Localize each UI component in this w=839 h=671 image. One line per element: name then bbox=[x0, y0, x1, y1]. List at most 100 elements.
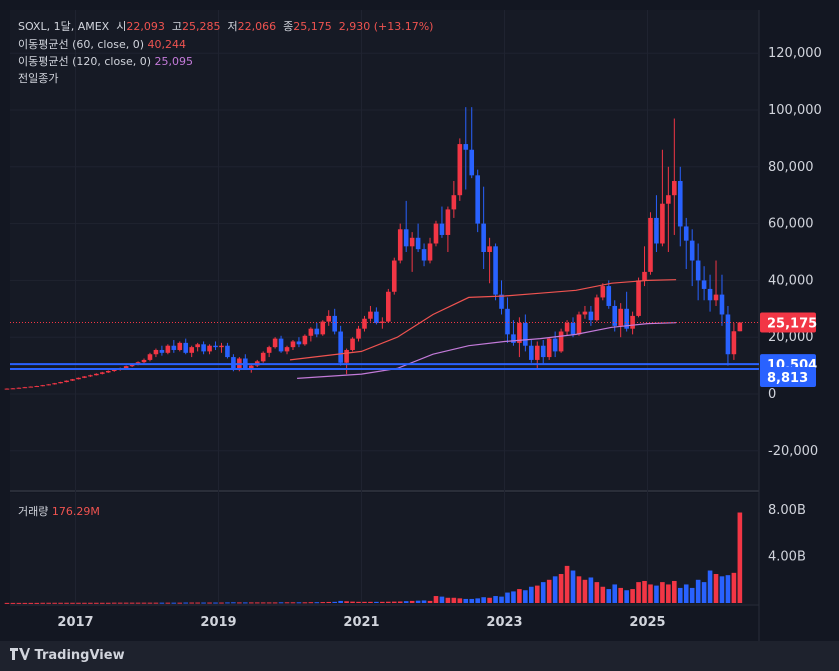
volume-bar bbox=[58, 602, 63, 604]
time-tick-label: 2017 bbox=[57, 615, 93, 630]
candle-body bbox=[517, 323, 522, 343]
candle-body bbox=[4, 388, 10, 390]
candle-body bbox=[368, 311, 373, 319]
volume-bar bbox=[308, 602, 314, 604]
ma60-label[interactable]: 이동평균선 (60, close, 0) bbox=[18, 38, 144, 51]
volume-bar bbox=[278, 602, 284, 604]
candle-body bbox=[141, 359, 147, 363]
candle-body bbox=[159, 349, 165, 353]
ma120-label[interactable]: 이동평균선 (120, close, 0) bbox=[18, 55, 151, 68]
price-badge-label: 8,813 bbox=[767, 371, 808, 386]
volume-bar bbox=[46, 602, 51, 604]
candle-body bbox=[58, 382, 63, 384]
volume-bar bbox=[135, 602, 141, 604]
candle-body bbox=[523, 323, 528, 346]
volume-bar bbox=[457, 598, 463, 603]
candle-body bbox=[278, 338, 284, 352]
price-tick-label: 20,000 bbox=[768, 330, 814, 345]
volume-bar bbox=[64, 602, 69, 604]
ma60-line bbox=[289, 279, 677, 361]
volume-bar bbox=[695, 579, 701, 603]
volume-bar bbox=[159, 602, 165, 604]
volume-label[interactable]: 거래량 bbox=[18, 505, 49, 518]
candle-body bbox=[600, 286, 606, 298]
brand-logo[interactable]: TradingView bbox=[10, 648, 125, 663]
candle-body bbox=[189, 347, 194, 353]
volume-legend[interactable]: 거래량 176.29M bbox=[18, 503, 100, 519]
chart-canvas[interactable]: 120,000 100,000 80,000 60,000 40,000 20,000 0 -… bbox=[0, 0, 839, 641]
candle-body bbox=[558, 331, 564, 352]
volume-pane[interactable] bbox=[10, 493, 759, 604]
candle-body bbox=[612, 305, 618, 326]
high-label: 고 bbox=[171, 20, 182, 33]
tradingview-icon bbox=[10, 648, 30, 660]
candle-body bbox=[284, 347, 290, 352]
candle-body bbox=[505, 308, 510, 335]
volume-bar bbox=[660, 582, 665, 603]
candle-body bbox=[94, 373, 99, 376]
ma60-legend[interactable]: 이동평균선 (60, close, 0) 40,244 bbox=[18, 36, 186, 52]
candle-body bbox=[350, 338, 355, 350]
candle-body bbox=[105, 370, 111, 373]
candle-body bbox=[397, 229, 403, 261]
candle-body bbox=[719, 294, 725, 315]
volume-bar bbox=[576, 576, 582, 603]
candle-body bbox=[82, 376, 87, 378]
price-tick-label: 120,000 bbox=[768, 46, 822, 61]
prev-close-label[interactable]: 전일종가 bbox=[18, 72, 59, 85]
candle-body bbox=[493, 246, 498, 295]
price-pane[interactable] bbox=[10, 10, 759, 490]
price-badge-label: 25,175 bbox=[767, 317, 817, 332]
volume-bar bbox=[463, 598, 469, 603]
candle-body bbox=[374, 311, 379, 323]
candle-body bbox=[469, 149, 475, 176]
volume-axis[interactable]: 8.00B 4.00B bbox=[768, 503, 806, 564]
volume-bar bbox=[10, 602, 16, 604]
volume-bar bbox=[356, 601, 361, 603]
volume-bar bbox=[195, 602, 200, 604]
volume-bar bbox=[481, 597, 486, 603]
candle-body bbox=[594, 297, 600, 321]
ma120-legend[interactable]: 이동평균선 (120, close, 0) 25,095 bbox=[18, 53, 193, 69]
volume-bar bbox=[189, 602, 194, 604]
candle-body bbox=[648, 217, 653, 272]
prev-close-legend[interactable]: 전일종가 bbox=[18, 70, 58, 86]
symbol-legend[interactable]: SOXL, 1달, AMEX 시22,093 고25,285 저22,066 종… bbox=[18, 18, 433, 34]
price-axis[interactable]: 120,000 100,000 80,000 60,000 40,000 20,000 0 -… bbox=[768, 46, 822, 459]
candle-body bbox=[147, 354, 153, 360]
candle-body bbox=[677, 181, 683, 227]
candle-body bbox=[195, 344, 200, 348]
ma60-value: 40,244 bbox=[147, 38, 187, 51]
volume-bar bbox=[654, 585, 659, 603]
candle-body bbox=[529, 345, 534, 360]
volume-bar bbox=[290, 602, 296, 604]
volume-bar bbox=[248, 602, 254, 604]
candle-body bbox=[618, 308, 623, 326]
volume-bar bbox=[296, 602, 302, 604]
volume-bar bbox=[582, 579, 588, 603]
candle-body bbox=[260, 352, 266, 362]
open-value: 22,093 bbox=[126, 20, 165, 33]
volume-bar bbox=[284, 602, 290, 604]
candle-body bbox=[332, 315, 337, 332]
time-axis[interactable]: 2017 2019 2021 2023 2025 bbox=[57, 615, 665, 630]
candle-body bbox=[326, 315, 332, 322]
price-badge-bg bbox=[760, 366, 816, 387]
volume-bar bbox=[165, 602, 171, 604]
candle-body bbox=[248, 365, 254, 369]
high-value: 25,285 bbox=[181, 20, 221, 33]
ma120-value: 25,095 bbox=[154, 55, 194, 68]
candle-body bbox=[689, 240, 695, 261]
volume-bar bbox=[594, 582, 600, 603]
volume-bar bbox=[100, 602, 105, 604]
symbol-info[interactable]: SOXL, 1달, AMEX bbox=[18, 20, 110, 33]
volume-bar bbox=[570, 570, 576, 603]
horizontal-lines[interactable] bbox=[10, 322, 759, 370]
candle-body bbox=[511, 334, 516, 343]
candle-body bbox=[34, 386, 40, 388]
close-label: 종 bbox=[283, 20, 294, 33]
candle-body bbox=[570, 323, 576, 335]
candle-body bbox=[391, 260, 397, 292]
